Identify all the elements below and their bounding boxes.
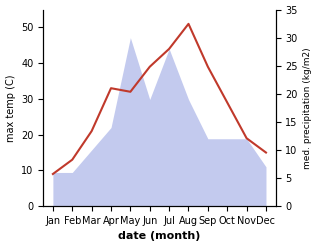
Y-axis label: med. precipitation (kg/m2): med. precipitation (kg/m2) [303,47,313,169]
X-axis label: date (month): date (month) [118,231,201,242]
Y-axis label: max temp (C): max temp (C) [5,74,16,142]
